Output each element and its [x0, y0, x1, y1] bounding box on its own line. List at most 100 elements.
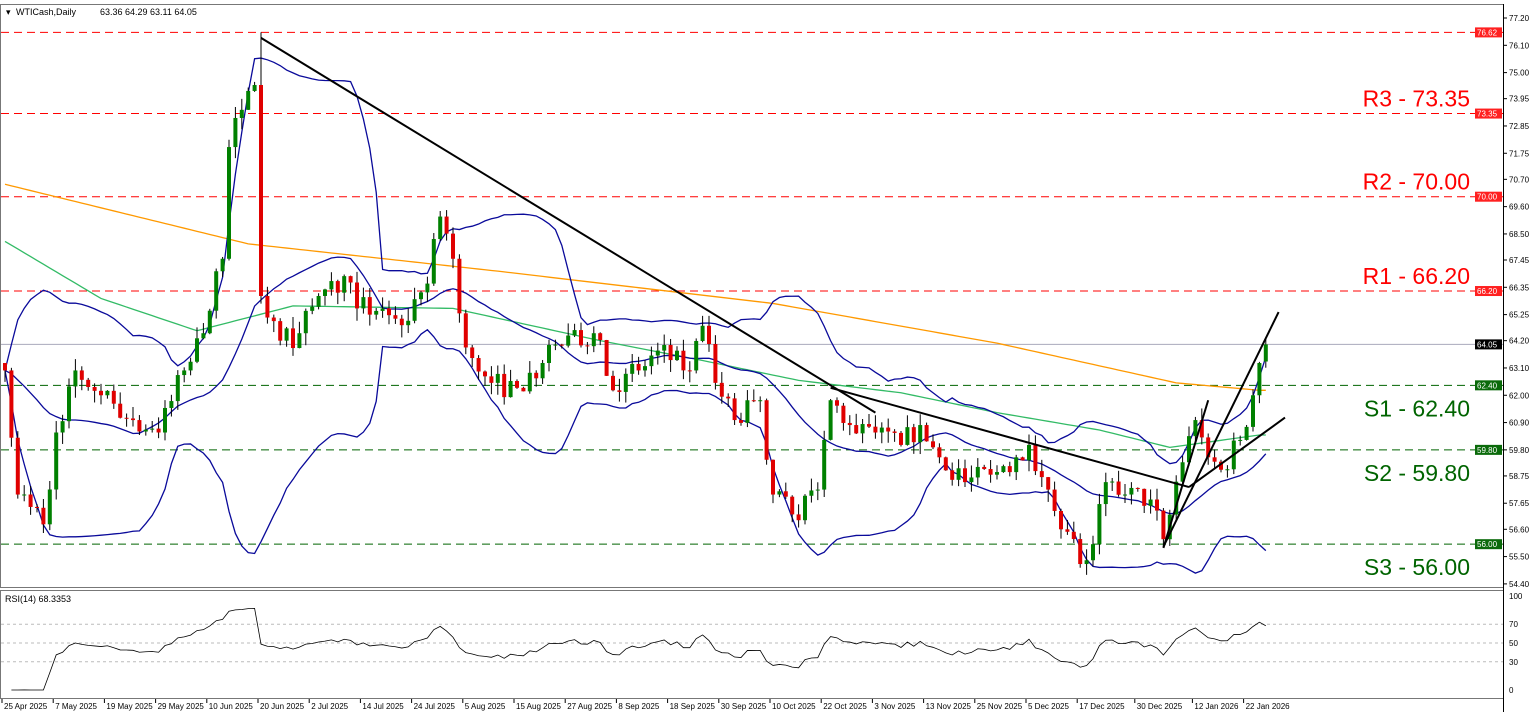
candle	[1039, 459, 1044, 487]
candle	[1110, 477, 1115, 491]
candle	[1257, 361, 1262, 404]
candle	[335, 279, 340, 305]
candle-body	[527, 372, 532, 392]
candle	[796, 504, 801, 528]
candle-body	[867, 424, 871, 427]
candle	[630, 353, 635, 383]
candle	[105, 390, 110, 399]
candle-body	[1001, 466, 1006, 473]
candle-body	[60, 421, 65, 433]
y-tick-label: 69.60	[1509, 203, 1530, 212]
collapse-arrow-icon[interactable]: ▾	[6, 7, 11, 17]
level-label: R2 - 70.00	[1363, 169, 1470, 195]
trendlines[interactable]	[260, 37, 1286, 549]
candle-body	[732, 398, 737, 421]
candle-body	[214, 271, 219, 311]
candle-body	[502, 373, 507, 398]
candle	[1135, 487, 1140, 492]
candle	[931, 434, 935, 450]
candle-body	[579, 330, 583, 346]
y-tick-label: 57.65	[1509, 499, 1530, 508]
candle-body	[291, 328, 295, 349]
x-tick-label: 29 May 2025	[158, 702, 205, 711]
candle	[854, 413, 859, 435]
candle-body	[316, 295, 321, 307]
candle	[803, 494, 807, 525]
candle-body	[745, 400, 750, 423]
candle-body	[163, 407, 167, 433]
candle-body	[1225, 469, 1230, 471]
y-tick-label: 67.45	[1509, 256, 1530, 265]
current-price-tag-bg	[1475, 339, 1502, 350]
candle	[790, 495, 795, 523]
level-tags: 73.35 70.00 66.20 62.40 59.80 56.00 76.62 64.05	[1475, 27, 1502, 550]
candle-body	[988, 469, 993, 475]
candle	[163, 400, 167, 441]
candle-body	[406, 320, 411, 326]
candle-body	[1039, 471, 1044, 478]
candle	[348, 275, 353, 294]
candle	[399, 314, 404, 338]
candle-body	[828, 400, 833, 440]
candle-body	[1238, 439, 1243, 441]
candle-body	[188, 361, 193, 371]
candle	[489, 366, 494, 395]
candle-body	[1263, 344, 1268, 362]
candle	[975, 458, 980, 485]
candle-body	[1148, 499, 1153, 506]
candle	[425, 276, 430, 302]
candle-body	[796, 514, 801, 521]
candle-body	[22, 494, 27, 496]
candle-body	[662, 345, 667, 351]
candle	[239, 98, 244, 130]
candle-body	[1123, 494, 1127, 496]
level-lines: R3 - 73.35 R2 - 70.00 R1 - 66.20 S1 - 62.40…	[1, 31, 1503, 580]
candle	[585, 341, 590, 355]
candle-body	[911, 427, 916, 443]
candle-body	[847, 422, 852, 426]
candle	[892, 429, 897, 442]
bollinger-middle	[4, 256, 1267, 515]
candle-body	[598, 333, 603, 340]
candle-body	[873, 426, 878, 433]
level-tag: 70.00	[1477, 193, 1498, 202]
candle-body	[1129, 487, 1134, 495]
candle	[553, 339, 558, 351]
candle-body	[956, 468, 961, 480]
candle	[822, 430, 827, 497]
candle	[3, 362, 7, 382]
candle	[636, 356, 641, 375]
candle	[681, 339, 686, 380]
candle	[534, 370, 539, 387]
candle-body	[604, 339, 609, 376]
candle	[777, 489, 782, 498]
bollinger-lower	[4, 328, 1267, 574]
candle-body	[47, 489, 52, 525]
candle-body	[1193, 420, 1198, 437]
candle-body	[278, 321, 283, 341]
y-tick-label: 72.85	[1509, 122, 1530, 131]
candle-body	[713, 343, 718, 383]
y-tick-label: 62.00	[1509, 391, 1530, 400]
candle-body	[323, 289, 327, 296]
candle	[963, 459, 967, 487]
candle-body	[982, 466, 987, 470]
x-tick-label: 25 Nov 2025	[977, 702, 1023, 711]
candle	[451, 227, 455, 269]
candle-body	[297, 333, 302, 349]
candle	[719, 372, 724, 404]
candle	[1161, 508, 1166, 547]
x-tick-label: 13 Nov 2025	[926, 702, 972, 711]
y-tick-label: 75.00	[1509, 69, 1530, 78]
level-tag-bg	[1475, 539, 1502, 550]
candle	[1180, 456, 1185, 485]
candle-body	[233, 117, 238, 148]
x-tick-label: 18 Sep 2025	[670, 702, 716, 711]
candle-body	[1052, 489, 1057, 511]
candle	[579, 322, 583, 348]
candle	[835, 397, 839, 413]
candle-body	[303, 310, 308, 334]
candle	[995, 465, 999, 480]
candle-body	[687, 370, 692, 372]
